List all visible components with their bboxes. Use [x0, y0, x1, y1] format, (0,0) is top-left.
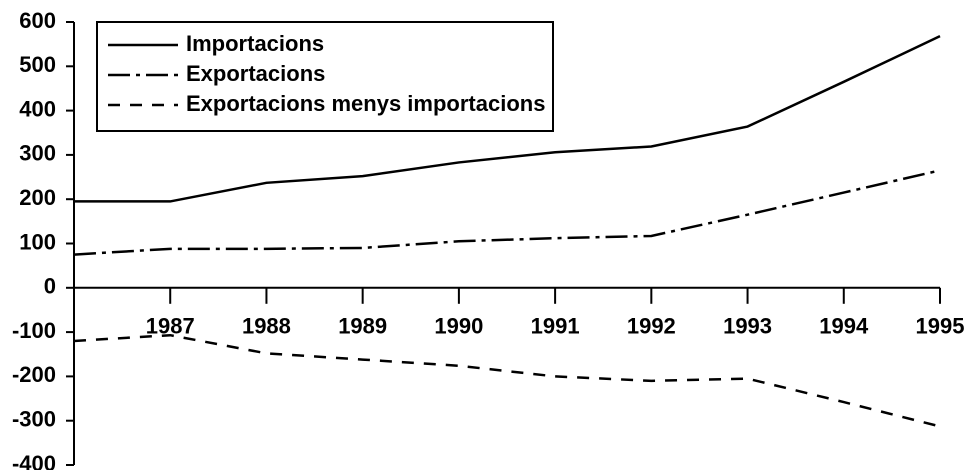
x-tick-label: 1993 [723, 314, 772, 339]
x-tick-label: 1991 [531, 314, 580, 339]
y-tick-label: 600 [19, 8, 56, 33]
x-tick-label: 1989 [338, 314, 387, 339]
x-tick-label: 1992 [627, 314, 676, 339]
y-tick-label: 400 [19, 96, 56, 121]
legend-label: Exportacions menys importacions [186, 91, 545, 116]
y-tick-label: 500 [19, 52, 56, 77]
x-tick-label: 1990 [434, 314, 483, 339]
y-tick-label: -400 [12, 451, 56, 470]
legend-box [96, 21, 554, 132]
y-tick-label: -200 [12, 362, 56, 387]
y-tick-label: -100 [12, 318, 56, 343]
y-tick-label: 200 [19, 185, 56, 210]
x-tick-label: 1994 [819, 314, 869, 339]
x-tick-label: 1995 [916, 314, 965, 339]
y-tick-label: 100 [19, 229, 56, 254]
y-tick-label: 0 [44, 274, 56, 299]
y-tick-label: 300 [19, 141, 56, 166]
series-line [73, 169, 941, 256]
legend-label: Importacions [186, 31, 324, 56]
y-tick-label: -300 [12, 407, 56, 432]
x-tick-label: 1988 [242, 314, 291, 339]
legend-label: Exportacions [186, 61, 325, 86]
series-line [74, 35, 941, 203]
series-line [73, 333, 941, 428]
